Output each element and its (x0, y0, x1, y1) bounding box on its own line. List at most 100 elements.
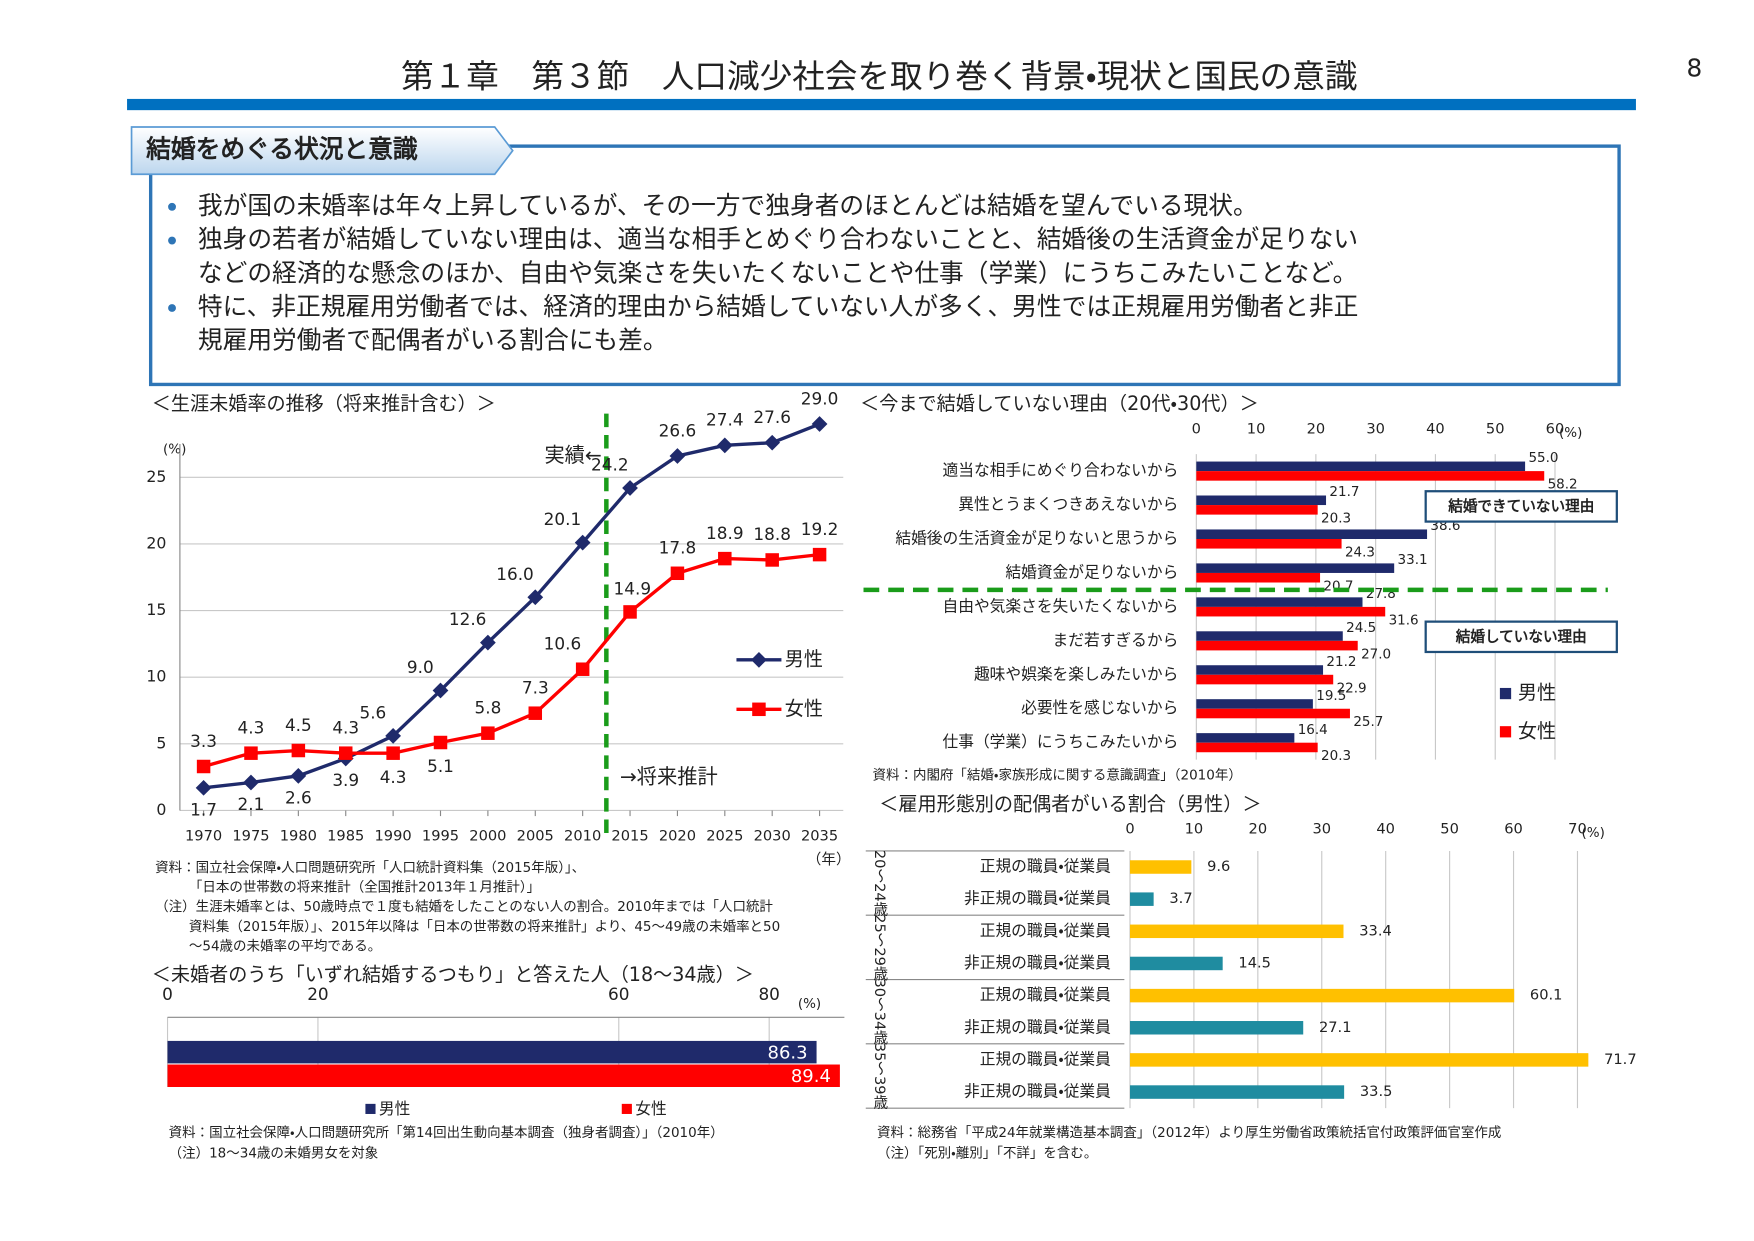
bullet-list: 我が国の未婚率は年々上昇しているが、その一方で独身者のほとんどは結婚を望んでいる… (168, 191, 1358, 355)
bullet-text: 規雇用労働者で配偶者がいる割合にも差。 (198, 326, 668, 355)
data-point (196, 759, 211, 774)
bar (1196, 597, 1363, 607)
category-label: 非正規の職員・従業員 (964, 889, 1111, 908)
data-label: 21.7 (1329, 484, 1359, 500)
data-point (812, 547, 827, 562)
bar (1196, 742, 1318, 753)
x-tick-label: 0 (162, 984, 173, 1004)
category-label: 正規の職員・従業員 (980, 1049, 1111, 1068)
bullet-text: 我が国の未婚率は年々上昇しているが、その一方で独身者のほとんどは結婚を望んでいる… (198, 191, 1258, 220)
chart-title: ＜未婚者のうち「いずれ結婚するつもり」と答えた人（18～34歳）＞ (152, 963, 754, 986)
data-label: 24.2 (591, 455, 629, 475)
data-label: 27.6 (753, 407, 791, 427)
x-tick-label: 2035 (801, 827, 838, 844)
x-unit: (%) (798, 996, 821, 1012)
note: （注）生涯未婚率とは、50歳時点で１度も結婚をしたことのない人の割合。2010年… (155, 899, 773, 915)
data-point (290, 767, 307, 784)
bar (1196, 529, 1428, 540)
x-tick-label: 40 (1376, 821, 1395, 838)
annotation: 結婚できていない理由 (1447, 497, 1594, 515)
category-label: 異性とうまくつきあえないから (958, 495, 1178, 514)
category-label: 正規の職員・従業員 (980, 985, 1111, 1004)
bar (1196, 563, 1395, 573)
data-label: 7.3 (522, 677, 549, 697)
data-label: 24.3 (1345, 544, 1375, 560)
data-point (669, 448, 686, 464)
bullet-text: などの経済的な懸念のほか、自由や気楽さを失いたくないことや仕事（学業）にうちこみ… (198, 258, 1357, 287)
x-tick-label: 60 (1546, 420, 1565, 437)
data-point (718, 551, 732, 566)
data-label: 71.7 (1604, 1051, 1637, 1068)
bar (1129, 1085, 1345, 1099)
legend-marker (752, 702, 766, 717)
category-label: 正規の職員・従業員 (980, 857, 1111, 876)
data-point (386, 746, 400, 760)
x-tick-label: 2005 (517, 827, 554, 844)
data-label: 33.1 (1398, 552, 1428, 568)
y-tick-label: 20 (146, 533, 166, 552)
note: ～54歳の未婚率の平均である。 (189, 938, 381, 954)
data-label: 21.2 (1326, 654, 1356, 670)
bar (1196, 665, 1324, 675)
data-label: 19.2 (801, 519, 839, 539)
data-label: 26.6 (659, 420, 697, 440)
legend-marker (751, 651, 767, 668)
data-point (716, 437, 733, 454)
x-tick-label: 70 (1568, 821, 1587, 838)
annotation: 結婚していない理由 (1455, 627, 1587, 645)
data-label: 55.0 (1528, 450, 1558, 466)
page-title: 第１章 第３節 人口減少社会を取り巻く背景・現状と国民の意識 (401, 58, 1357, 96)
data-label: 5.6 (359, 702, 386, 722)
x-tick-label: 2010 (564, 827, 601, 844)
group-label: 35～39歳 (871, 1043, 888, 1110)
data-label: 16.0 (496, 564, 534, 584)
data-label: 14.5 (1238, 954, 1271, 971)
note: 「日本の世帯数の将来推計（全国推計2013年１月推計）」 (189, 879, 540, 895)
x-tick-label: 80 (758, 984, 779, 1004)
x-tick-label: 10 (1247, 420, 1266, 437)
legend-swatch (621, 1103, 632, 1114)
bar (167, 1040, 817, 1064)
x-tick-label: 1990 (375, 827, 412, 844)
data-label: 60.1 (1530, 987, 1563, 1004)
note: （注）「死別・離別」「不詳」を含む。 (877, 1145, 1097, 1161)
bar (1129, 988, 1515, 1003)
data-point (670, 566, 685, 581)
x-tick-label: 1970 (185, 827, 222, 844)
data-label: 20.1 (544, 509, 582, 529)
legend-label: 男性 (1518, 681, 1556, 704)
group-label: 25～29歳 (871, 914, 888, 981)
data-label: 18.8 (753, 524, 791, 544)
x-tick-label: 40 (1426, 420, 1445, 437)
data-label: 3.9 (332, 770, 359, 790)
data-label: 4.3 (380, 767, 407, 787)
note: 資料：総務省「平成24年就業構造基本調査」（2012年）より厚生労働省政策統括官… (877, 1124, 1501, 1141)
bar (1129, 860, 1192, 874)
data-label: 20.3 (1321, 748, 1351, 764)
data-point (575, 662, 590, 676)
x-tick-label: 60 (608, 984, 629, 1004)
bar (1196, 708, 1350, 719)
bar (1196, 539, 1342, 549)
bar (1196, 461, 1526, 472)
data-point (291, 743, 306, 758)
data-label: 2.1 (238, 794, 265, 814)
series-line (203, 552, 820, 769)
x-tick-label: 20 (307, 984, 328, 1004)
data-label: 31.6 (1389, 612, 1419, 628)
summary-box (148, 144, 1621, 387)
data-label: 4.3 (238, 717, 265, 737)
data-point (623, 605, 637, 619)
x-tick-label: 0 (1192, 420, 1201, 437)
data-label: 2.6 (285, 787, 312, 807)
y-tick-label: 0 (156, 800, 166, 819)
data-label: 25.7 (1353, 714, 1383, 730)
data-label: 9.6 (1207, 858, 1230, 875)
data-point (481, 726, 495, 740)
y-tick-label: 15 (146, 600, 166, 619)
x-tick-label: 1980 (280, 827, 317, 844)
bar (1196, 699, 1313, 709)
x-tick-label: 2030 (754, 827, 791, 844)
x-tick-label: 0 (1125, 821, 1134, 838)
